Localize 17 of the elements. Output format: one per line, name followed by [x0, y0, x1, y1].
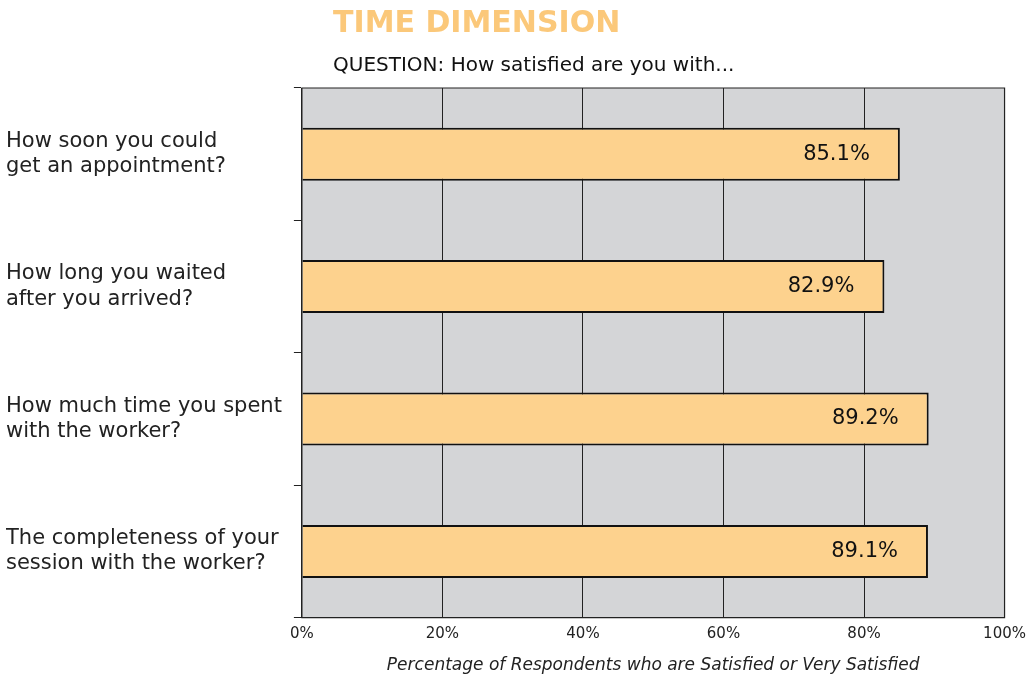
x-tick-label: 0% [290, 624, 314, 643]
x-tick-label: 80% [847, 624, 881, 643]
x-tick-label: 20% [425, 624, 460, 643]
data-label: 89.2% [831, 405, 899, 430]
data-label: 89.1% [831, 537, 898, 562]
x-tick-label: 60% [706, 624, 741, 643]
data-label: 82.9% [787, 273, 855, 298]
y-tick-label: The completeness of your session with the worker? [5, 525, 280, 575]
chart-title: TIME DIMENSION [333, 4, 621, 39]
y-tick-label: How long you waited after you arrived? [6, 260, 227, 310]
x-axis-title: Percentage of Respondents who are Satisfied or Very Satisfied [386, 654, 920, 675]
x-tick-label: 40% [566, 624, 600, 643]
data-label: 85.1% [803, 140, 870, 165]
chart-subtitle: QUESTION: How satisfied are you with... [333, 52, 735, 76]
y-tick-label: How soon you could get an appointment? [6, 128, 226, 178]
y-tick-label: How much time you spent with the worker? [6, 392, 282, 443]
x-tick-label: 100% [983, 624, 1026, 643]
